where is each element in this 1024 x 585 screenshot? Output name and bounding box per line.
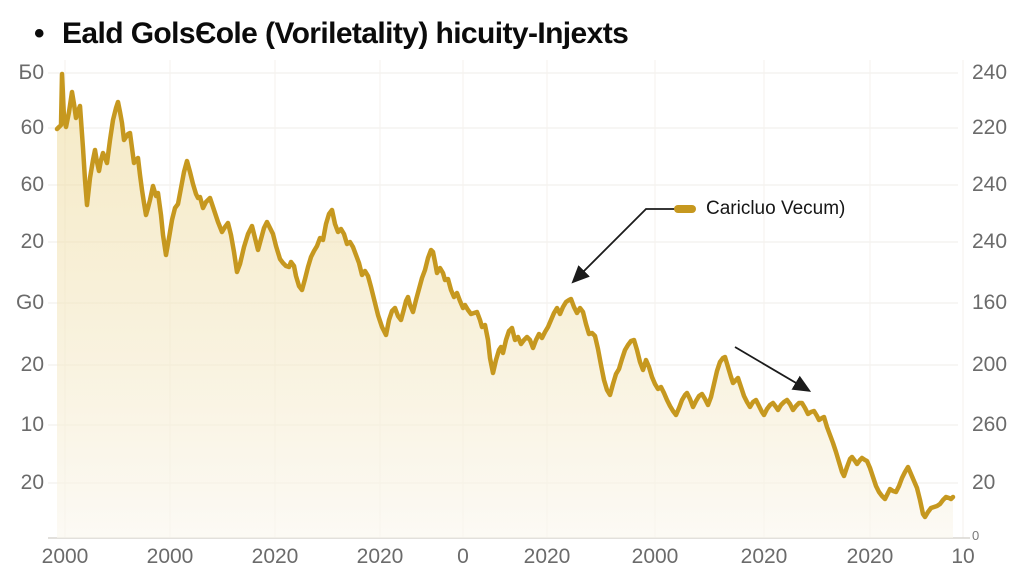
x-axis-tick: 2000	[631, 545, 679, 568]
x-axis-tick: 2020	[846, 545, 894, 568]
y-axis-tick-right: 240	[972, 173, 1008, 196]
data-line	[54, 71, 956, 520]
bullet-icon: •	[34, 17, 45, 50]
legend-swatch-icon	[674, 205, 696, 213]
y-axis-tick-left: 10	[20, 413, 44, 436]
callout-arrow-icon	[571, 208, 677, 284]
y-axis-tick-right: 220	[972, 116, 1008, 139]
y-axis-tick-left: 20	[20, 471, 44, 494]
y-axis-tick-left: 20	[20, 353, 44, 376]
x-axis-tick: 10	[951, 545, 975, 568]
chart-title: Eald GolsЄole (Voriletality) hicuity-Inj…	[62, 17, 629, 50]
y-axis-tick-right: 240	[972, 61, 1008, 84]
x-axis-tick: 2020	[740, 545, 788, 568]
y-axis-tick-left: 60	[20, 116, 44, 139]
mini-zero-label: 0	[972, 528, 980, 543]
x-axis-tick: 2020	[251, 545, 299, 568]
x-axis-tick: 2000	[41, 545, 89, 568]
y-axis-tick-right: 240	[972, 230, 1008, 253]
y-axis-tick-left: 20	[20, 230, 44, 253]
x-axis-tick: 2000	[146, 545, 194, 568]
callout-arrow-icon	[734, 346, 812, 392]
y-axis-tick-left: 60	[20, 173, 44, 196]
y-axis-tick-left: Б0	[18, 61, 44, 84]
y-axis-tick-right: 200	[972, 353, 1008, 376]
legend-label: Caricluo Vecum)	[706, 198, 846, 219]
x-axis-tick: 0	[457, 545, 469, 568]
x-axis-tick: 2020	[523, 545, 571, 568]
legend: Caricluo Vecum)	[674, 197, 845, 221]
area-fill	[57, 74, 953, 538]
y-axis-tick-right: 20	[972, 471, 996, 494]
x-axis-tick: 2020	[356, 545, 404, 568]
y-axis-tick-left: G0	[15, 291, 44, 314]
y-axis-tick-right: 160	[972, 291, 1008, 314]
y-axis-tick-right: 260	[972, 413, 1008, 436]
